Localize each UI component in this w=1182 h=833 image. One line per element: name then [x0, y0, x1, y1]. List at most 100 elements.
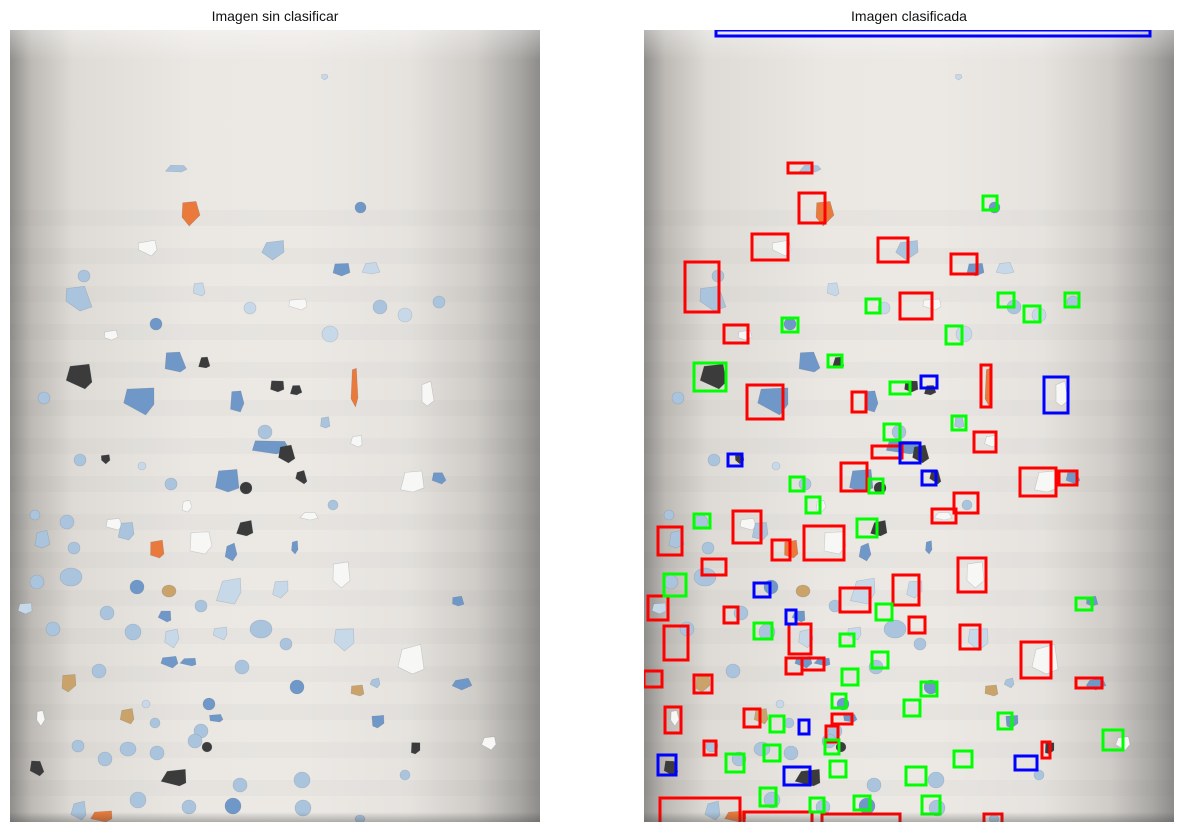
- particle: [783, 745, 799, 761]
- particle: [371, 714, 385, 729]
- particle: [372, 299, 388, 315]
- blue-detection-box: [714, 30, 1152, 38]
- red-detection-box: [839, 461, 869, 493]
- red-detection-box: [870, 444, 904, 460]
- scan-band: [10, 704, 540, 720]
- particle: [164, 477, 178, 491]
- particle: [201, 741, 213, 753]
- scan-band: [644, 704, 1174, 720]
- red-detection-box: [745, 383, 785, 421]
- particle: [481, 736, 497, 751]
- particle: [236, 520, 254, 537]
- red-detection-box: [820, 812, 902, 822]
- red-detection-box: [770, 538, 792, 562]
- particle: [295, 470, 308, 485]
- green-detection-box: [768, 714, 786, 734]
- particle: [71, 739, 85, 753]
- scan-band: [10, 476, 540, 492]
- particle: [230, 390, 245, 413]
- particle: [202, 697, 216, 711]
- red-detection-box: [802, 524, 846, 562]
- red-detection-box: [1019, 640, 1053, 680]
- green-detection-box: [952, 749, 974, 769]
- particle: [870, 520, 888, 537]
- particle: [149, 717, 161, 729]
- particle: [216, 577, 242, 605]
- green-detection-box: [828, 759, 848, 779]
- particle: [361, 262, 381, 275]
- green-detection-box: [1074, 596, 1094, 612]
- particle: [117, 522, 135, 541]
- particle: [321, 74, 329, 81]
- particle: [141, 699, 151, 709]
- particle: [29, 509, 41, 521]
- red-detection-box: [800, 656, 826, 672]
- green-detection-box: [788, 475, 806, 493]
- particle: [798, 165, 822, 173]
- particle: [984, 684, 999, 697]
- particle: [179, 657, 197, 667]
- blue-detection-box: [1013, 754, 1039, 772]
- scan-band: [10, 742, 540, 758]
- particle: [61, 674, 77, 693]
- green-detection-box: [692, 361, 728, 393]
- red-detection-box: [797, 191, 827, 225]
- particle: [933, 512, 953, 521]
- particle: [671, 391, 685, 405]
- particle: [693, 567, 717, 587]
- unclassified-image-canvas: [10, 74, 540, 822]
- red-detection-box: [1018, 466, 1058, 498]
- red-detection-box: [702, 739, 718, 757]
- particle: [209, 714, 224, 723]
- particle: [701, 541, 715, 555]
- particle: [955, 74, 963, 81]
- particle: [699, 363, 727, 390]
- particle: [29, 574, 45, 590]
- particle: [724, 810, 747, 822]
- particle: [249, 619, 273, 639]
- red-detection-box: [658, 796, 742, 822]
- left-panel-title: Imagen sin clasificar: [211, 8, 339, 24]
- particle: [1034, 470, 1059, 493]
- blue-detection-box: [726, 452, 744, 468]
- green-detection-box: [996, 711, 1014, 731]
- particle: [119, 708, 135, 725]
- particle: [65, 363, 93, 390]
- red-detection-box: [656, 525, 684, 557]
- red-detection-box: [898, 291, 934, 321]
- classified-image: [644, 30, 1174, 822]
- particle: [925, 540, 933, 555]
- particle: [150, 539, 165, 559]
- red-detection-box: [742, 707, 762, 729]
- particle: [189, 531, 213, 555]
- particle: [350, 435, 363, 448]
- particle: [866, 777, 882, 793]
- particle: [161, 584, 177, 598]
- red-detection-box: [830, 712, 854, 726]
- red-detection-box: [644, 669, 664, 689]
- green-detection-box: [724, 752, 746, 774]
- red-detection-box: [662, 624, 690, 662]
- particle: [995, 262, 1015, 275]
- particle: [288, 298, 308, 311]
- particle: [771, 461, 781, 471]
- particle: [670, 710, 680, 727]
- red-detection-box: [722, 605, 740, 625]
- particle: [70, 800, 87, 821]
- scan-band: [10, 210, 540, 226]
- particle: [321, 325, 339, 343]
- green-detection-box: [780, 316, 800, 334]
- green-detection-box: [855, 517, 879, 539]
- particle: [160, 768, 187, 787]
- green-detection-box: [981, 194, 999, 212]
- particle: [77, 269, 91, 283]
- green-detection-box: [902, 698, 922, 718]
- particle: [704, 800, 721, 821]
- green-detection-box: [919, 680, 939, 698]
- red-detection-box: [891, 573, 921, 607]
- particle: [291, 540, 299, 555]
- particle: [967, 628, 989, 652]
- particle: [293, 771, 311, 789]
- green-detection-box: [867, 477, 885, 495]
- particle: [695, 674, 711, 693]
